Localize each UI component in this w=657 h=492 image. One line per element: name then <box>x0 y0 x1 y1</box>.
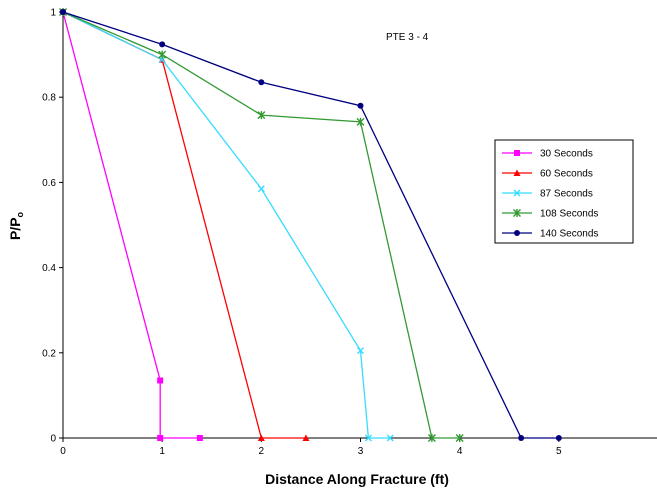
x-tick-label: 4 <box>457 446 463 457</box>
data-point-x <box>257 185 265 193</box>
x-tick-label: 2 <box>259 446 265 457</box>
series-line <box>62 11 559 439</box>
data-point-x <box>513 189 521 197</box>
annotation-label: PTE 3 - 4 <box>386 32 429 43</box>
data-point-asterisk <box>427 434 436 442</box>
series-30-seconds <box>60 9 203 441</box>
series-108-seconds <box>59 8 464 442</box>
data-point-asterisk <box>356 117 365 126</box>
series-line <box>62 11 460 439</box>
data-point-circle <box>60 9 66 15</box>
data-point-circle <box>514 230 520 236</box>
y-axis-title-subscript: o <box>15 211 25 217</box>
legend-item: 87 Seconds <box>502 189 593 200</box>
data-point-asterisk <box>158 50 167 59</box>
x-axis-title: Distance Along Fracture (ft) <box>265 471 449 487</box>
y-tick-label: 0.4 <box>42 263 56 274</box>
series-60-seconds <box>59 8 310 441</box>
y-tick-label: 0.2 <box>42 348 56 359</box>
data-point-square <box>157 435 164 441</box>
data-point-x <box>158 56 166 64</box>
series-line <box>62 11 306 439</box>
y-tick-label: 0.8 <box>42 93 56 104</box>
series-layer <box>59 8 562 442</box>
legend-label: 87 Seconds <box>540 189 593 200</box>
series-87-seconds <box>59 8 394 442</box>
x-tick-label: 0 <box>60 446 66 457</box>
x-tick-label: 1 <box>159 446 165 457</box>
legend-item: 60 Seconds <box>502 169 593 180</box>
legend-item: 108 Seconds <box>502 209 598 220</box>
data-point-triangle <box>513 169 521 176</box>
data-point-circle <box>159 41 166 48</box>
data-point-circle <box>555 435 562 441</box>
legend-label: 30 Seconds <box>540 149 593 160</box>
data-point-square <box>196 435 203 441</box>
y-tick-label: 1 <box>50 8 56 19</box>
x-tick-label: 5 <box>556 446 562 457</box>
x-tick-label: 3 <box>358 446 364 457</box>
data-point-asterisk <box>513 209 521 217</box>
y-axis-title-main: P/P <box>7 217 23 240</box>
series-line <box>62 11 391 439</box>
data-point-triangle <box>302 434 310 441</box>
data-point-x <box>357 347 364 355</box>
data-point-x <box>364 434 372 442</box>
series-line <box>62 11 200 439</box>
y-axis-title: P/Po <box>7 211 25 240</box>
series-140-seconds <box>60 9 562 441</box>
legend-label: 60 Seconds <box>540 169 593 180</box>
legend-label: 108 Seconds <box>540 209 598 220</box>
data-point-circle <box>258 79 265 86</box>
data-point-asterisk <box>257 111 266 120</box>
data-point-circle <box>357 102 364 109</box>
data-point-asterisk <box>455 434 464 442</box>
data-point-square <box>157 377 164 384</box>
legend-item: 30 Seconds <box>502 149 593 160</box>
legend-items: 30 Seconds 60 Seconds 87 Seconds 108 Second… <box>502 149 598 240</box>
data-point-x <box>386 434 394 442</box>
y-tick-label: 0 <box>50 434 56 445</box>
data-point-triangle <box>257 434 265 441</box>
legend-label: 140 Seconds <box>540 229 598 240</box>
legend: 30 Seconds 60 Seconds 87 Seconds 108 Second… <box>494 139 634 244</box>
legend-item: 140 Seconds <box>502 229 598 240</box>
data-point-square <box>514 150 520 156</box>
data-point-circle <box>518 435 525 441</box>
y-tick-label: 0.6 <box>42 178 56 189</box>
